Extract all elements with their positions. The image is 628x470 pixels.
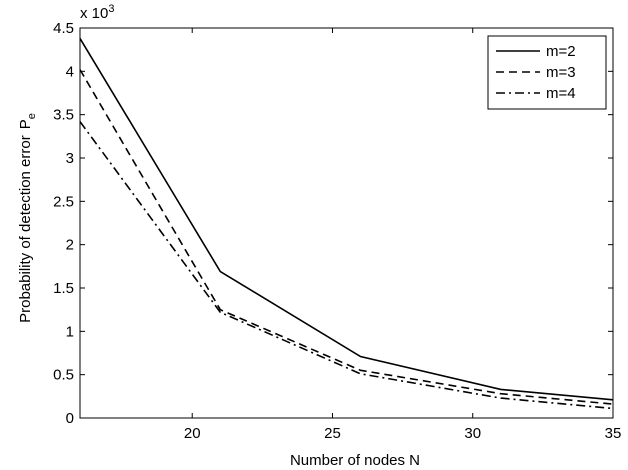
y-tick-label: 4.5	[53, 20, 74, 37]
x-tick-label: 20	[184, 425, 201, 442]
y-axis-multiplier: x 103	[80, 3, 114, 22]
y-tick-label: 1.5	[53, 280, 74, 297]
y-axis-multiplier-exponent: 3	[108, 3, 114, 15]
legend-label: m=4	[546, 85, 576, 102]
x-tick-label: 35	[605, 425, 622, 442]
series-layer	[79, 37, 614, 410]
y-axis-label: Probability of detection error Pe	[17, 113, 38, 323]
y-tick-label: 0	[66, 410, 74, 427]
legend-box	[487, 35, 607, 110]
y-tick-label: 2	[66, 237, 74, 254]
legend-label: m=2	[546, 43, 576, 60]
series-line-m=2	[79, 37, 614, 401]
x-tick-label: 25	[324, 425, 341, 442]
y-tick-label: 2.5	[53, 193, 74, 210]
x-tick-label: 30	[464, 425, 481, 442]
series-line-m=3	[79, 69, 614, 405]
legend-label: m=3	[546, 64, 576, 81]
y-tick-label: 3	[66, 150, 74, 167]
y-tick-label: 4	[66, 63, 74, 80]
plot-frame	[79, 27, 614, 419]
series-line-m=4	[79, 121, 614, 410]
y-tick-label: 0.5	[53, 367, 74, 384]
plot-area	[79, 27, 614, 419]
y-tick-label: 3.5	[53, 107, 74, 124]
y-axis-label-symbol: P	[17, 119, 34, 129]
y-axis-label-text: Probability of detection error	[17, 135, 34, 323]
tick-layer: 20 25 30 35 0 0.5 1 1.5 2 2.5 3 3.5 4 4.5	[53, 20, 621, 442]
legend: m=2 m=3 m=4	[487, 35, 607, 110]
y-axis-label-subscript: e	[26, 113, 38, 119]
y-tick-label: 1	[66, 323, 74, 340]
x-axis-label: Number of nodes N	[290, 452, 420, 469]
